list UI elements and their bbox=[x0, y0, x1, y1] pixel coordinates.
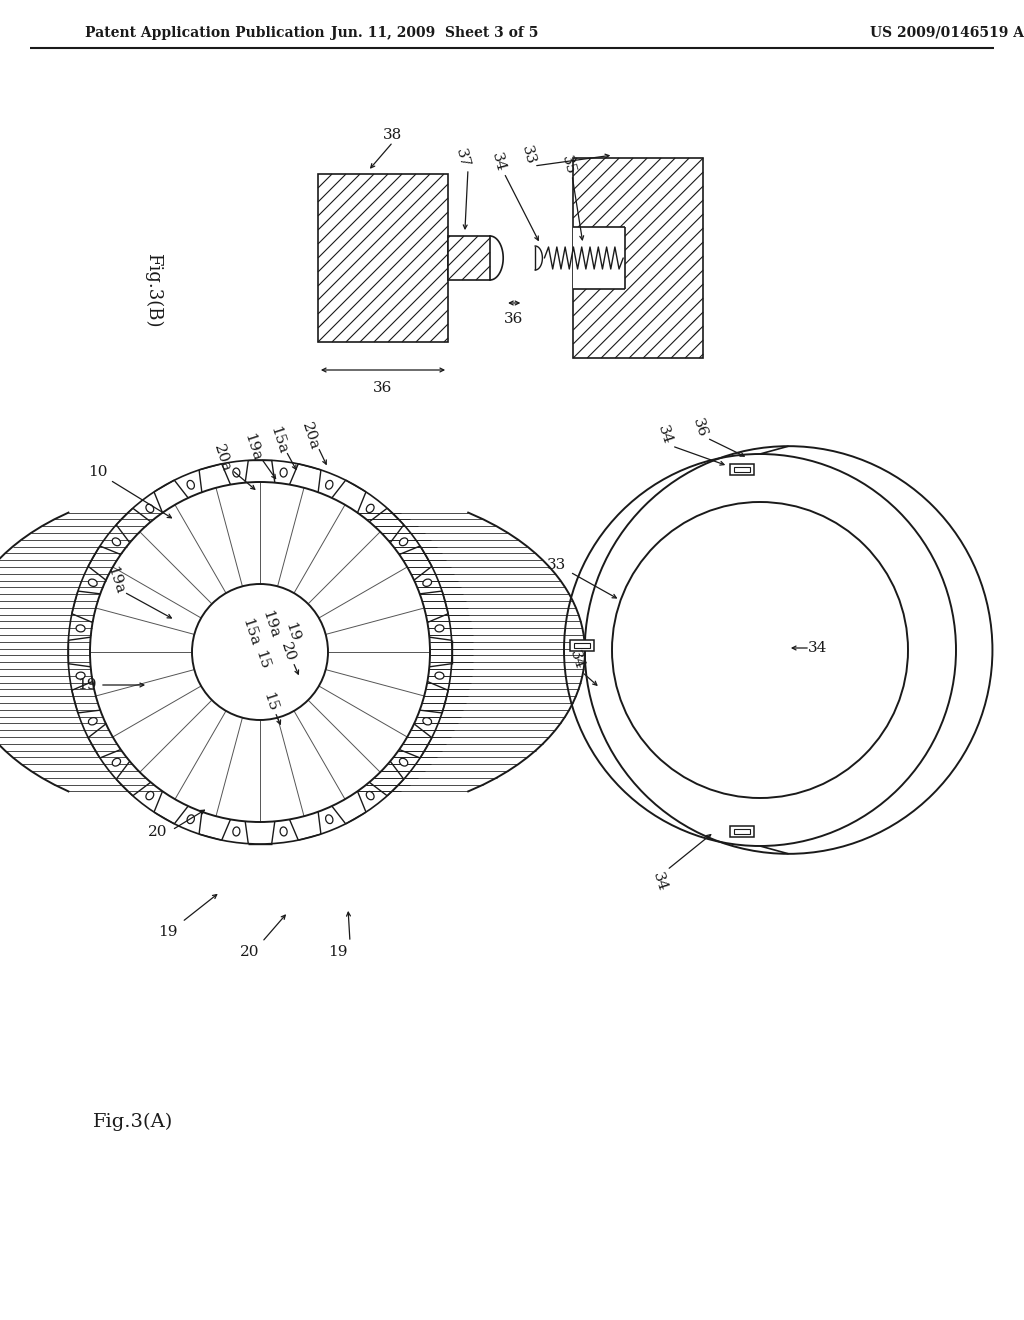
Text: 34: 34 bbox=[808, 642, 827, 655]
Text: 19: 19 bbox=[159, 925, 178, 939]
Polygon shape bbox=[570, 639, 594, 651]
Text: 20a: 20a bbox=[211, 442, 233, 474]
Ellipse shape bbox=[145, 792, 154, 800]
Ellipse shape bbox=[232, 469, 240, 477]
Text: 15: 15 bbox=[252, 648, 271, 672]
Polygon shape bbox=[573, 227, 626, 289]
Text: Fig.3(B): Fig.3(B) bbox=[144, 252, 162, 327]
Text: Fig.3(A): Fig.3(A) bbox=[93, 1113, 173, 1131]
Ellipse shape bbox=[145, 504, 154, 512]
Ellipse shape bbox=[76, 624, 85, 632]
Text: 34: 34 bbox=[488, 150, 507, 173]
Text: 20: 20 bbox=[241, 945, 260, 960]
Text: 15a: 15a bbox=[239, 616, 261, 648]
Polygon shape bbox=[573, 158, 703, 358]
Ellipse shape bbox=[531, 246, 546, 271]
Text: 15a: 15a bbox=[267, 424, 289, 455]
Text: 36: 36 bbox=[374, 381, 392, 395]
Ellipse shape bbox=[399, 758, 408, 766]
Text: 33: 33 bbox=[519, 144, 538, 166]
Ellipse shape bbox=[88, 579, 97, 586]
Text: 19: 19 bbox=[329, 945, 348, 960]
Ellipse shape bbox=[435, 672, 444, 680]
Ellipse shape bbox=[281, 826, 287, 836]
Ellipse shape bbox=[187, 814, 195, 824]
Ellipse shape bbox=[367, 792, 374, 800]
Text: 19: 19 bbox=[77, 678, 96, 692]
Text: 15: 15 bbox=[260, 690, 280, 713]
Text: 20a: 20a bbox=[299, 420, 322, 451]
Text: 34: 34 bbox=[655, 424, 675, 446]
Polygon shape bbox=[734, 466, 750, 471]
Text: 19a: 19a bbox=[259, 609, 281, 640]
Ellipse shape bbox=[326, 814, 333, 824]
Ellipse shape bbox=[113, 539, 121, 545]
Text: 19a: 19a bbox=[104, 564, 126, 595]
Text: 34: 34 bbox=[650, 871, 670, 894]
Text: Jun. 11, 2009  Sheet 3 of 5: Jun. 11, 2009 Sheet 3 of 5 bbox=[332, 26, 539, 40]
Polygon shape bbox=[730, 463, 754, 474]
Text: 20: 20 bbox=[148, 825, 168, 840]
Text: 10: 10 bbox=[88, 465, 108, 479]
Ellipse shape bbox=[113, 758, 121, 766]
Polygon shape bbox=[730, 825, 754, 837]
Text: 35: 35 bbox=[559, 154, 578, 176]
Text: 33: 33 bbox=[548, 558, 566, 572]
Ellipse shape bbox=[76, 672, 85, 680]
Text: 19a: 19a bbox=[241, 432, 263, 463]
Polygon shape bbox=[318, 174, 449, 342]
Text: 34: 34 bbox=[567, 648, 587, 672]
Ellipse shape bbox=[399, 539, 408, 545]
Text: 36: 36 bbox=[504, 312, 523, 326]
Polygon shape bbox=[449, 236, 490, 280]
Ellipse shape bbox=[435, 624, 444, 632]
Polygon shape bbox=[574, 643, 590, 648]
Ellipse shape bbox=[367, 504, 374, 512]
Ellipse shape bbox=[187, 480, 195, 490]
Ellipse shape bbox=[281, 469, 287, 477]
Ellipse shape bbox=[232, 826, 240, 836]
Text: 19: 19 bbox=[283, 620, 302, 643]
Text: US 2009/0146519 A1: US 2009/0146519 A1 bbox=[870, 26, 1024, 40]
Ellipse shape bbox=[326, 480, 333, 490]
Text: 20: 20 bbox=[279, 640, 298, 664]
Text: 37: 37 bbox=[453, 147, 471, 169]
Ellipse shape bbox=[88, 718, 97, 725]
Text: 38: 38 bbox=[383, 128, 402, 143]
Text: 36: 36 bbox=[690, 417, 710, 440]
Ellipse shape bbox=[423, 579, 431, 586]
Ellipse shape bbox=[423, 718, 431, 725]
Polygon shape bbox=[734, 829, 750, 833]
Text: Patent Application Publication: Patent Application Publication bbox=[85, 26, 325, 40]
